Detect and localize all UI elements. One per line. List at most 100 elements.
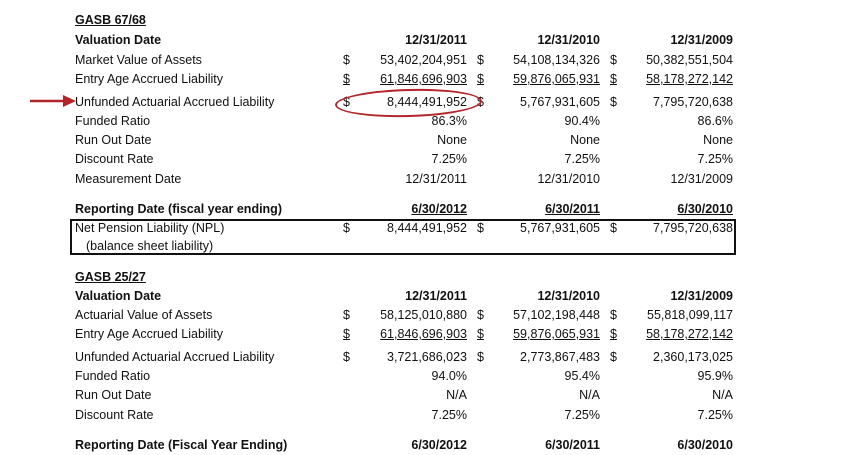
npl-row: Net Pension Liability (NPL) $ 8,444,491,… xyxy=(0,219,852,238)
gasb2527-title: GASB 25/27 xyxy=(75,270,146,284)
currency-symbol: $ xyxy=(477,308,484,322)
gasb2527-header-row: Valuation Date 12/31/2011 12/31/2010 12/… xyxy=(0,287,852,306)
value-col1: 86.3% xyxy=(431,114,467,128)
currency-symbol: $ xyxy=(610,327,617,341)
gasb6768-title-row: GASB 67/68 xyxy=(0,11,852,30)
row-label: Measurement Date xyxy=(75,172,182,186)
currency-symbol: $ xyxy=(477,350,484,364)
value-col1: 61,846,696,903 xyxy=(380,72,467,86)
gasb6768-reporting-row: Reporting Date (fiscal year ending) 6/30… xyxy=(0,200,852,219)
value-col3: 58,178,272,142 xyxy=(646,327,733,341)
currency-symbol: $ xyxy=(343,72,350,86)
gasb6768-discount-row: Discount Rate 7.25% 7.25% 7.25% xyxy=(0,150,852,169)
header-col1: 12/31/2011 xyxy=(405,289,467,303)
currency-symbol: $ xyxy=(343,327,350,341)
row-label: Discount Rate xyxy=(75,408,154,422)
value-col3: N/A xyxy=(712,388,733,402)
currency-symbol: $ xyxy=(610,221,617,235)
value-col1: 12/31/2011 xyxy=(405,172,467,186)
header-col2: 12/31/2010 xyxy=(537,289,600,303)
gasb6768-market-value-row: Market Value of Assets $ 53,402,204,951 … xyxy=(0,51,852,70)
currency-symbol: $ xyxy=(610,350,617,364)
value-col3: None xyxy=(703,133,733,147)
row-label: Entry Age Accrued Liability xyxy=(75,72,223,86)
currency-symbol: $ xyxy=(477,95,484,109)
currency-symbol: $ xyxy=(610,95,617,109)
gasb6768-run-out-row: Run Out Date None None None xyxy=(0,131,852,150)
value-col2: 6/30/2011 xyxy=(545,438,600,452)
value-col2: 12/31/2010 xyxy=(537,172,600,186)
gasb2527-entry-age-row: Entry Age Accrued Liability $ 61,846,696… xyxy=(0,325,852,344)
value-col2: 95.4% xyxy=(564,369,600,383)
value-col2: 5,767,931,605 xyxy=(520,221,600,235)
value-col3: 55,818,099,117 xyxy=(647,308,733,322)
currency-symbol: $ xyxy=(610,53,617,67)
value-col1: 6/30/2012 xyxy=(411,202,467,216)
value-col1: 8,444,491,952 xyxy=(387,95,467,109)
header-col3: 12/31/2009 xyxy=(670,289,733,303)
row-label: Reporting Date (fiscal year ending) xyxy=(75,202,282,216)
row-label: Run Out Date xyxy=(75,133,152,147)
gasb2527-discount-row: Discount Rate 7.25% 7.25% 7.25% xyxy=(0,406,852,425)
row-label: Entry Age Accrued Liability xyxy=(75,327,223,341)
gasb6768-measurement-row: Measurement Date 12/31/2011 12/31/2010 1… xyxy=(0,170,852,189)
currency-symbol: $ xyxy=(477,72,484,86)
value-col3: 58,178,272,142 xyxy=(646,72,733,86)
value-col1: 7.25% xyxy=(431,152,467,166)
npl-box xyxy=(70,219,736,255)
value-col2: 57,102,198,448 xyxy=(513,308,600,322)
header-col2: 12/31/2010 xyxy=(537,33,600,47)
gasb6768-header-row: Valuation Date 12/31/2011 12/31/2010 12/… xyxy=(0,31,852,50)
value-col2: 90.4% xyxy=(564,114,600,128)
value-col2: 54,108,134,326 xyxy=(513,53,600,67)
value-col1: 58,125,010,880 xyxy=(380,308,467,322)
header-label: Valuation Date xyxy=(75,289,162,303)
value-col3: 6/30/2010 xyxy=(677,438,733,452)
header-col1: 12/31/2011 xyxy=(405,33,467,47)
gasb6768-funded-ratio-row: Funded Ratio 86.3% 90.4% 86.6% xyxy=(0,112,852,131)
gasb2527-actuarial-value-row: Actuarial Value of Assets $ 58,125,010,8… xyxy=(0,306,852,325)
row-label: Market Value of Assets xyxy=(75,53,202,67)
value-col3: 7,795,720,638 xyxy=(653,221,733,235)
value-col3: 7,795,720,638 xyxy=(653,95,733,109)
gasb2527-unfunded-row: Unfunded Actuarial Accrued Liability $ 3… xyxy=(0,348,852,367)
row-label: Funded Ratio xyxy=(75,369,151,383)
value-col3: 7.25% xyxy=(697,408,733,422)
gasb2527-funded-ratio-row: Funded Ratio 94.0% 95.4% 95.9% xyxy=(0,367,852,386)
row-label: Reporting Date (Fiscal Year Ending) xyxy=(75,438,288,452)
value-col3: 95.9% xyxy=(697,369,733,383)
row-label: Net Pension Liability (NPL) xyxy=(75,221,225,235)
gasb6768-entry-age-row: Entry Age Accrued Liability $ 61,846,696… xyxy=(0,70,852,89)
value-col1: 8,444,491,952 xyxy=(387,221,467,235)
value-col2: 6/30/2011 xyxy=(545,202,600,216)
value-col2: N/A xyxy=(579,388,600,402)
currency-symbol: $ xyxy=(343,221,350,235)
currency-symbol: $ xyxy=(343,350,350,364)
currency-symbol: $ xyxy=(610,72,617,86)
header-col3: 12/31/2009 xyxy=(670,33,733,47)
value-col1: 6/30/2012 xyxy=(411,438,467,452)
value-col3: 86.6% xyxy=(697,114,733,128)
value-col3: 2,360,173,025 xyxy=(653,350,733,364)
value-col1: 7.25% xyxy=(431,408,467,422)
value-col2: 5,767,931,605 xyxy=(520,95,600,109)
value-col1: 3,721,686,023 xyxy=(387,350,467,364)
row-label: Actuarial Value of Assets xyxy=(75,308,213,322)
currency-symbol: $ xyxy=(477,221,484,235)
currency-symbol: $ xyxy=(343,53,350,67)
value-col1: 61,846,696,903 xyxy=(380,327,467,341)
row-label: Unfunded Actuarial Accrued Liability xyxy=(75,350,275,364)
value-col1: 94.0% xyxy=(431,369,467,383)
value-col2: None xyxy=(570,133,600,147)
value-col1: 53,402,204,951 xyxy=(380,53,467,67)
value-col2: 59,876,065,931 xyxy=(513,327,600,341)
red-arrow-icon xyxy=(30,95,76,107)
currency-symbol: $ xyxy=(343,95,350,109)
value-col3: 50,382,551,504 xyxy=(646,53,733,67)
value-col3: 7.25% xyxy=(697,152,733,166)
currency-symbol: $ xyxy=(477,327,484,341)
value-col2: 7.25% xyxy=(564,408,600,422)
row-label: Funded Ratio xyxy=(75,114,151,128)
gasb2527-reporting-row: Reporting Date (Fiscal Year Ending) 6/30… xyxy=(0,436,852,455)
value-col2: 2,773,867,483 xyxy=(520,350,600,364)
